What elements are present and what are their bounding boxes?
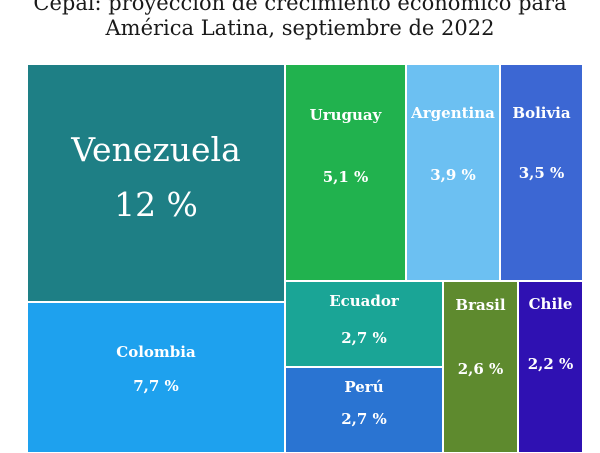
tile-peru-value: 2,7 % bbox=[341, 410, 387, 428]
tile-uruguay-name: Uruguay bbox=[309, 106, 382, 124]
tile-brasil-name: Brasil bbox=[455, 296, 506, 314]
tile-colombia-value: 7,7 % bbox=[133, 377, 179, 395]
tile-bolivia: Bolivia 3,5 % bbox=[500, 64, 583, 281]
tile-brasil: Brasil 2,6 % bbox=[443, 281, 518, 453]
tile-brasil-value: 2,6 % bbox=[457, 360, 504, 378]
tile-peru-name: Perú bbox=[344, 378, 384, 396]
tile-colombia-name: Colombia bbox=[116, 343, 196, 361]
tile-uruguay: Uruguay 5,1 % bbox=[285, 64, 406, 281]
tile-ecuador-value: 2,7 % bbox=[341, 329, 387, 347]
chart-title-line-2: América Latina, septiembre de 2022 bbox=[105, 16, 495, 40]
tile-chile-name: Chile bbox=[528, 295, 573, 313]
chart-title-line-1: Cepal: proyección de crecimiento económi… bbox=[33, 0, 567, 15]
tile-argentina-value: 3,9 % bbox=[430, 166, 476, 184]
tile-bolivia-value: 3,5 % bbox=[518, 164, 565, 182]
tile-venezuela-value: 12 % bbox=[114, 185, 198, 224]
tile-venezuela-name: Venezuela bbox=[71, 130, 241, 169]
tile-colombia: Colombia 7,7 % bbox=[27, 302, 285, 453]
tile-chile-value: 2,2 % bbox=[527, 355, 574, 373]
tile-chile: Chile 2,2 % bbox=[518, 281, 583, 453]
tile-argentina-name: Argentina bbox=[411, 104, 495, 122]
tile-argentina: Argentina 3,9 % bbox=[406, 64, 500, 281]
tile-ecuador: Ecuador 2,7 % bbox=[285, 281, 443, 367]
tile-uruguay-value: 5,1 % bbox=[322, 168, 369, 186]
tile-venezuela: Venezuela 12 % bbox=[27, 64, 285, 302]
tile-peru: Perú 2,7 % bbox=[285, 367, 443, 453]
tile-ecuador-name: Ecuador bbox=[329, 292, 399, 310]
tile-bolivia-name: Bolivia bbox=[512, 104, 571, 122]
